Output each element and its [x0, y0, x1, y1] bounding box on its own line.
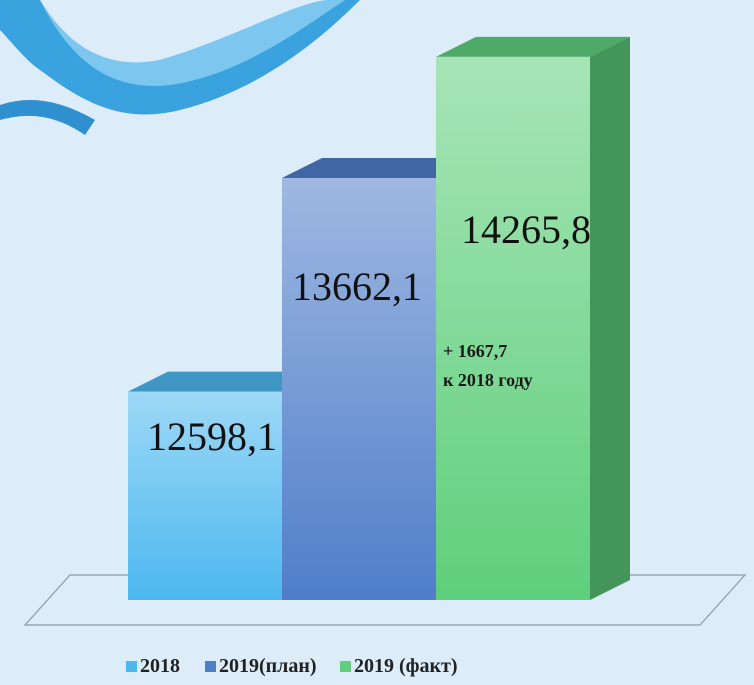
legend-label: 2019(план)	[219, 655, 317, 677]
bar-shine	[436, 57, 590, 600]
data-label: 12598,1	[147, 414, 277, 459]
data-label: 14265,8	[461, 207, 591, 252]
legend-swatch	[340, 661, 351, 672]
bar-side-shade	[590, 37, 630, 600]
legend-swatch	[205, 661, 216, 672]
bar-shine	[282, 178, 436, 600]
chart: + 1667,7 к 2018 году 12598,1 2018 13662,1 2…	[0, 0, 754, 685]
legend-label: 2019 (факт)	[354, 655, 458, 677]
legend-swatch	[126, 661, 137, 672]
legend-label: 2018	[140, 655, 180, 677]
annotation: + 1667,7	[443, 341, 507, 361]
data-label: 13662,1	[292, 264, 422, 309]
annotation: к 2018 году	[443, 370, 533, 390]
